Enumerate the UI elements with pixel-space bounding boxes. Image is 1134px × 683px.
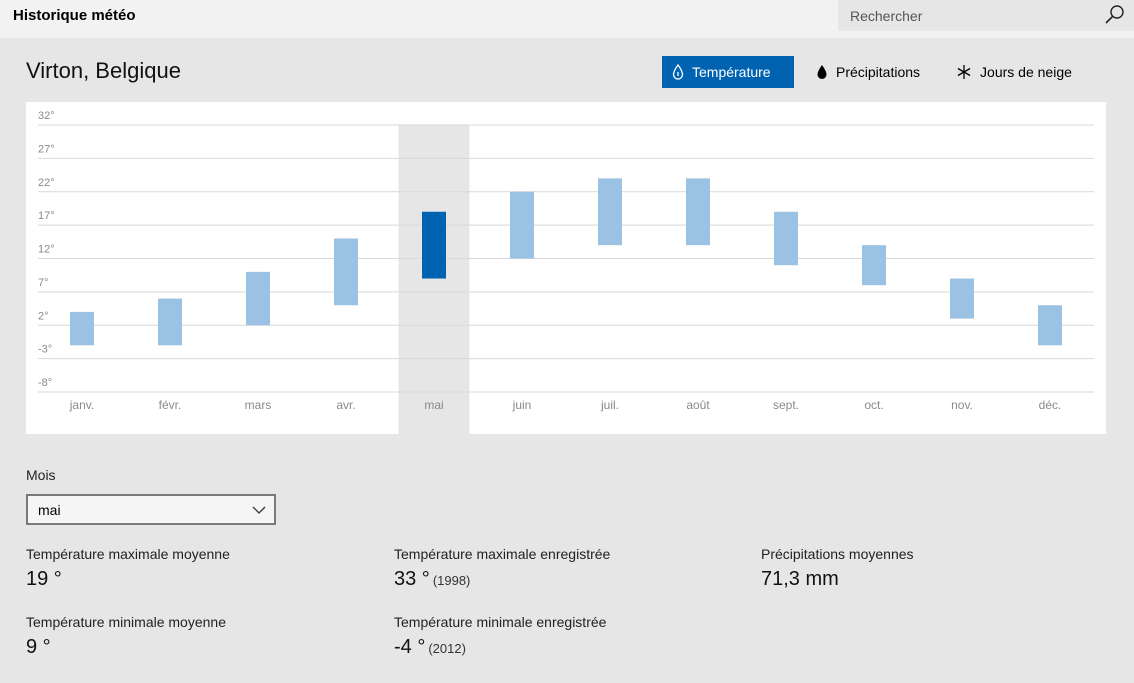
temperature-range-bar (510, 191, 534, 259)
tab-snow-days-label: Jours de neige (980, 64, 1072, 80)
temperature-range-bar (1038, 305, 1062, 346)
x-tick-label: mai (424, 398, 443, 412)
month-picker-label: Mois (26, 467, 56, 483)
stat-avg-max: Température maximale moyenne 19 ° (26, 546, 230, 591)
search-button[interactable] (1104, 4, 1126, 26)
x-tick-label: déc. (1039, 398, 1062, 412)
tab-precipitation-label: Précipitations (836, 64, 921, 80)
temperature-chart: 32° 27° 22° 17° 12° 7° 2° -3° -8° janv. févr. mars a… (26, 102, 1106, 434)
tab-temperature[interactable]: Température (662, 56, 794, 88)
y-tick-label: 7° (38, 277, 49, 289)
stat-avg-precip: Précipitations moyennes 71,3 mm (761, 546, 914, 591)
location-title: Virton, Belgique (26, 58, 181, 83)
stat-record-max: Température maximale enregistrée 33 ° (19… (394, 546, 610, 591)
temperature-range-bar (862, 245, 886, 286)
y-tick-label: -8° (38, 377, 52, 389)
temperature-range-bar (686, 178, 710, 246)
temperature-range-bar (598, 178, 622, 246)
y-tick-label: 2° (38, 310, 49, 322)
temperature-range-bar (774, 211, 798, 266)
stat-avg-min-value: 9 ° (26, 636, 51, 658)
x-tick-label: janv. (69, 398, 94, 412)
x-tick-label: juil. (600, 398, 619, 412)
y-tick-label: 22° (38, 177, 55, 189)
title-bar: Historique météo (0, 0, 1134, 38)
stat-record-max-label: Température maximale enregistrée (394, 546, 611, 562)
temperature-range-bar (246, 271, 270, 326)
temperature-range-bar (70, 311, 94, 346)
stat-record-max-value: 33 ° (394, 568, 430, 590)
thermometer-drop-icon (672, 64, 684, 80)
stat-avg-max-label: Température maximale moyenne (26, 546, 230, 562)
tab-snow-days[interactable]: Jours de neige (942, 56, 1086, 88)
x-tick-label: juin (512, 398, 532, 412)
stat-avg-max-value: 19 ° (26, 568, 62, 590)
drop-icon (817, 65, 827, 79)
x-tick-label: nov. (951, 398, 973, 412)
month-select[interactable]: mai (26, 494, 276, 525)
x-tick-label: févr. (159, 398, 182, 412)
chevron-down-icon (252, 506, 266, 514)
stat-avg-precip-value: 71,3 mm (761, 568, 839, 590)
stat-record-min: Température minimale enregistrée -4 ° (20… (394, 614, 606, 659)
stat-avg-min-label: Température minimale moyenne (26, 614, 226, 630)
y-tick-label: 17° (38, 210, 55, 222)
app-title: Historique météo (13, 7, 136, 24)
temperature-range-bar (422, 211, 446, 279)
view-tabs: Température Précipitations Jours de neig… (662, 56, 1086, 88)
month-select-value: mai (38, 501, 61, 518)
tab-precipitation[interactable]: Précipitations (802, 56, 934, 88)
temperature-range-bar (950, 278, 974, 319)
stat-avg-precip-label: Précipitations moyennes (761, 546, 914, 562)
y-tick-label: 32° (38, 110, 55, 122)
x-tick-label: oct. (864, 398, 883, 412)
x-tick-label: avr. (336, 398, 355, 412)
y-tick-label: 27° (38, 143, 55, 155)
temperature-range-bar (334, 238, 358, 306)
stat-avg-min: Température minimale moyenne 9 ° (26, 614, 226, 659)
search-box (838, 0, 1134, 31)
x-tick-label: mars (245, 398, 272, 412)
stat-record-max-year: (1998) (432, 573, 471, 588)
tab-temperature-label: Température (692, 64, 771, 80)
search-icon (1105, 5, 1124, 24)
temperature-range-bar (158, 298, 182, 346)
stat-record-min-year: (2012) (428, 641, 466, 656)
temperature-range-chart: 32° 27° 22° 17° 12° 7° 2° -3° -8° janv. févr. mars a… (38, 110, 1094, 434)
x-tick-label: sept. (773, 398, 799, 412)
search-input[interactable] (838, 0, 1100, 31)
x-tick-label: août (686, 398, 710, 412)
stat-record-min-label: Température minimale enregistrée (394, 614, 607, 630)
selected-month-band (398, 125, 470, 434)
y-tick-label: 12° (38, 244, 55, 256)
stat-record-min-value: -4 ° (394, 636, 426, 658)
snowflake-icon (957, 65, 971, 79)
y-tick-label: -3° (38, 344, 52, 356)
